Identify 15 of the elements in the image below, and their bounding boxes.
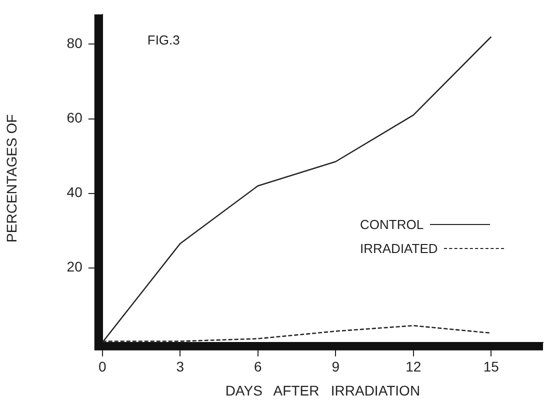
x-axis-title: DAYS AFTER IRRADIATION (225, 382, 420, 398)
annotation: FIG.3 (147, 32, 180, 48)
y-axis-title: PERCENTAGES OF (3, 114, 20, 242)
x-tick-label: 6 (254, 358, 262, 375)
y-tick-label: 40 (66, 184, 83, 200)
x-tick-label: 12 (406, 358, 422, 375)
y-tick-label: 60 (66, 110, 83, 126)
x-tick-label: 15 (483, 358, 500, 375)
x-tick-label: 3 (176, 358, 184, 375)
y-tick-label: 20 (66, 258, 83, 275)
legend-label: CONTROL (360, 216, 424, 232)
x-tick-label: 9 (332, 358, 340, 375)
x-tick-label: 0 (98, 358, 106, 375)
legend-label: IRRADIATED (360, 240, 438, 256)
y-tick-label: 80 (66, 35, 83, 52)
